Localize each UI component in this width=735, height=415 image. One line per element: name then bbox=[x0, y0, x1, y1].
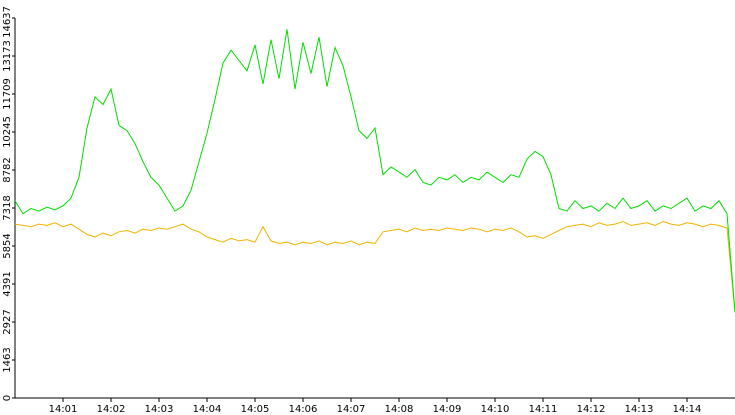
y-tick-label: 11709 bbox=[2, 78, 13, 110]
series-line bbox=[14, 29, 735, 313]
x-tick-label: 14:03 bbox=[145, 404, 174, 415]
y-tick-label: 8782 bbox=[2, 157, 13, 182]
x-tick-label: 14:08 bbox=[385, 404, 414, 415]
y-tick-label: 2927 bbox=[2, 309, 13, 334]
y-tick-label: 13173 bbox=[2, 40, 13, 72]
y-tick-label: 14637 bbox=[2, 6, 13, 38]
y-tick-label: 10245 bbox=[2, 116, 13, 148]
y-tick-label: 0 bbox=[2, 395, 13, 401]
x-tick-label: 14:14 bbox=[673, 404, 702, 415]
x-tick-label: 14:06 bbox=[289, 404, 318, 415]
x-tick-label: 14:09 bbox=[433, 404, 462, 415]
x-tick-label: 14:11 bbox=[529, 404, 558, 415]
x-tick-label: 14:10 bbox=[481, 404, 510, 415]
series-line bbox=[14, 220, 735, 313]
x-tick-label: 14:01 bbox=[49, 404, 78, 415]
x-tick-label: 14:07 bbox=[337, 404, 366, 415]
x-tick-label: 14:05 bbox=[241, 404, 270, 415]
y-tick-label: 7318 bbox=[2, 195, 13, 220]
y-tick-label: 1463 bbox=[2, 347, 13, 372]
x-tick-label: 14:04 bbox=[193, 404, 222, 415]
x-tick-label: 14:02 bbox=[97, 404, 126, 415]
x-tick-label: 14:12 bbox=[577, 404, 606, 415]
y-tick-label: 4391 bbox=[2, 271, 13, 296]
x-tick-label: 14:13 bbox=[625, 404, 654, 415]
y-tick-label: 5854 bbox=[2, 233, 13, 258]
